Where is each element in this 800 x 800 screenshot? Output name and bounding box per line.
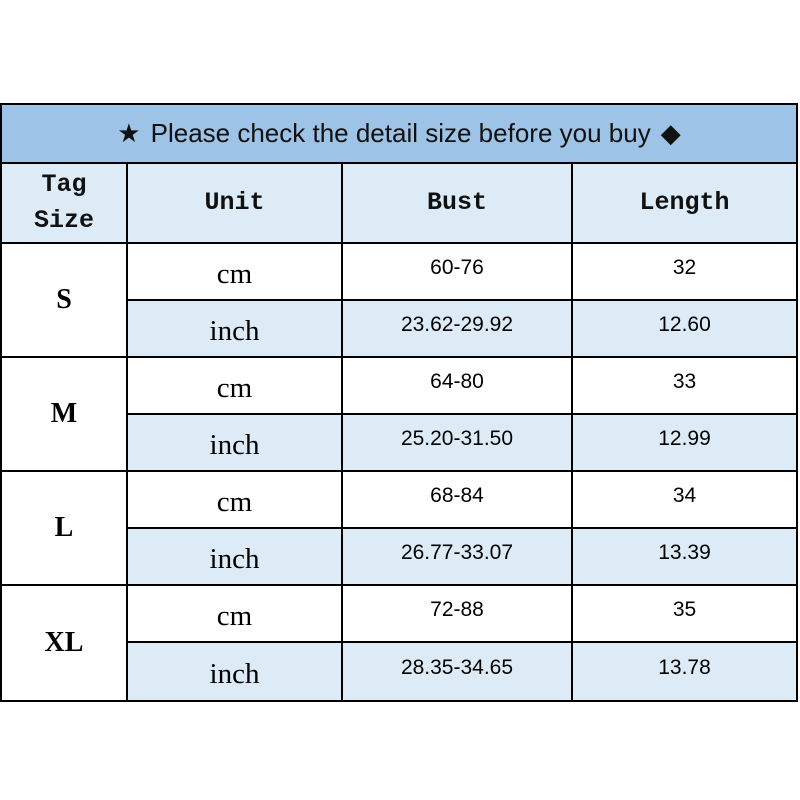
bust-cell: 23.62-29.92	[343, 301, 573, 358]
star-icon: ★	[117, 118, 141, 148]
length-cell: 13.78	[573, 643, 796, 700]
unit-cell: cm	[128, 586, 343, 643]
header-length: Length	[573, 164, 796, 244]
bust-cell: 60-76	[343, 244, 573, 301]
bust-cell: 26.77-33.07	[343, 529, 573, 586]
header-unit: Unit	[128, 164, 343, 244]
diamond-icon: ◆	[660, 118, 681, 148]
length-cell: 33	[573, 358, 796, 415]
length-cell: 12.99	[573, 415, 796, 472]
unit-cell: cm	[128, 244, 343, 301]
header-bust: Bust	[343, 164, 573, 244]
unit-cell: inch	[128, 301, 343, 358]
unit-cell: inch	[128, 415, 343, 472]
bust-cell: 64-80	[343, 358, 573, 415]
tag-size-cell: M	[2, 358, 128, 472]
tag-size-cell: L	[2, 472, 128, 586]
table-banner: ★ Please check the detail size before yo…	[2, 105, 796, 164]
length-cell: 13.39	[573, 529, 796, 586]
header-tag-size: Tag Size	[2, 164, 128, 244]
unit-cell: cm	[128, 358, 343, 415]
bust-cell: 68-84	[343, 472, 573, 529]
length-cell: 32	[573, 244, 796, 301]
length-cell: 34	[573, 472, 796, 529]
banner-text: Please check the detail size before you …	[150, 118, 651, 148]
unit-cell: inch	[128, 529, 343, 586]
length-cell: 35	[573, 586, 796, 643]
bust-cell: 72-88	[343, 586, 573, 643]
length-cell: 12.60	[573, 301, 796, 358]
tag-size-cell: S	[2, 244, 128, 358]
bust-cell: 25.20-31.50	[343, 415, 573, 472]
size-chart-table: ★ Please check the detail size before yo…	[0, 103, 798, 702]
bust-cell: 28.35-34.65	[343, 643, 573, 700]
tag-size-cell: XL	[2, 586, 128, 700]
unit-cell: cm	[128, 472, 343, 529]
unit-cell: inch	[128, 643, 343, 700]
